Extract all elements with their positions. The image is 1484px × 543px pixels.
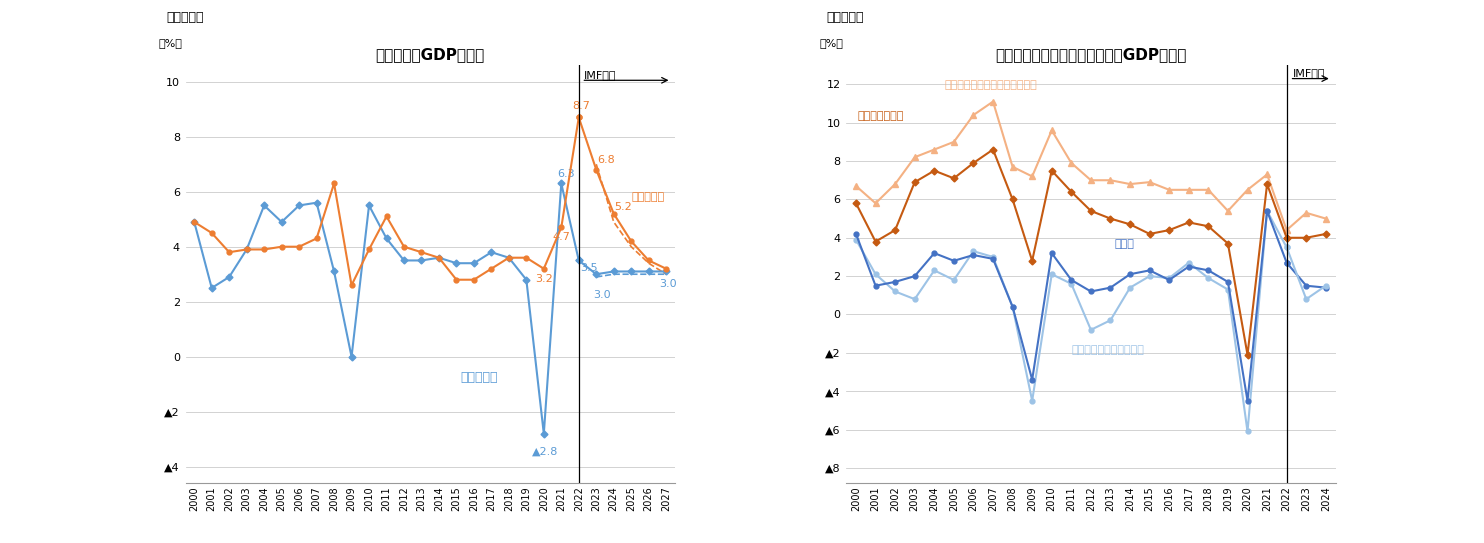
Text: 5.2: 5.2 [614,201,632,212]
Text: 4.7: 4.7 [552,232,570,242]
Text: 8.7: 8.7 [571,101,589,111]
Text: 実質成長率: 実質成長率 [460,371,497,384]
Title: 世界の実質GDP伸び率: 世界の実質GDP伸び率 [375,48,485,62]
Text: 先進国（うちユーロ圏）: 先進国（うちユーロ圏） [1071,345,1144,355]
Text: インフレ率: インフレ率 [631,192,665,202]
Title: 先進国と新興国・途上国の実質GDP伸び率: 先進国と新興国・途上国の実質GDP伸び率 [996,48,1187,62]
Text: 先進国: 先進国 [1114,239,1134,249]
Text: IMF予測: IMF予測 [585,70,616,79]
Text: 6.3: 6.3 [556,168,574,179]
Text: 3.2: 3.2 [536,274,554,285]
Text: （%）: （%） [159,39,183,48]
Text: 新興国・途上国（うちアジア）: 新興国・途上国（うちアジア） [944,80,1037,90]
Text: （%）: （%） [819,39,843,48]
Text: 3.0: 3.0 [594,289,611,300]
Text: 新興国・途上国: 新興国・途上国 [858,111,904,121]
Text: ▲2.8: ▲2.8 [531,446,558,456]
Text: （図表２）: （図表２） [827,11,864,24]
Text: 6.8: 6.8 [597,155,614,165]
Text: 3.0: 3.0 [659,279,677,288]
Text: （図表１）: （図表１） [166,11,203,24]
Text: 3.5: 3.5 [580,263,598,274]
Text: IMF予測: IMF予測 [1293,68,1325,78]
